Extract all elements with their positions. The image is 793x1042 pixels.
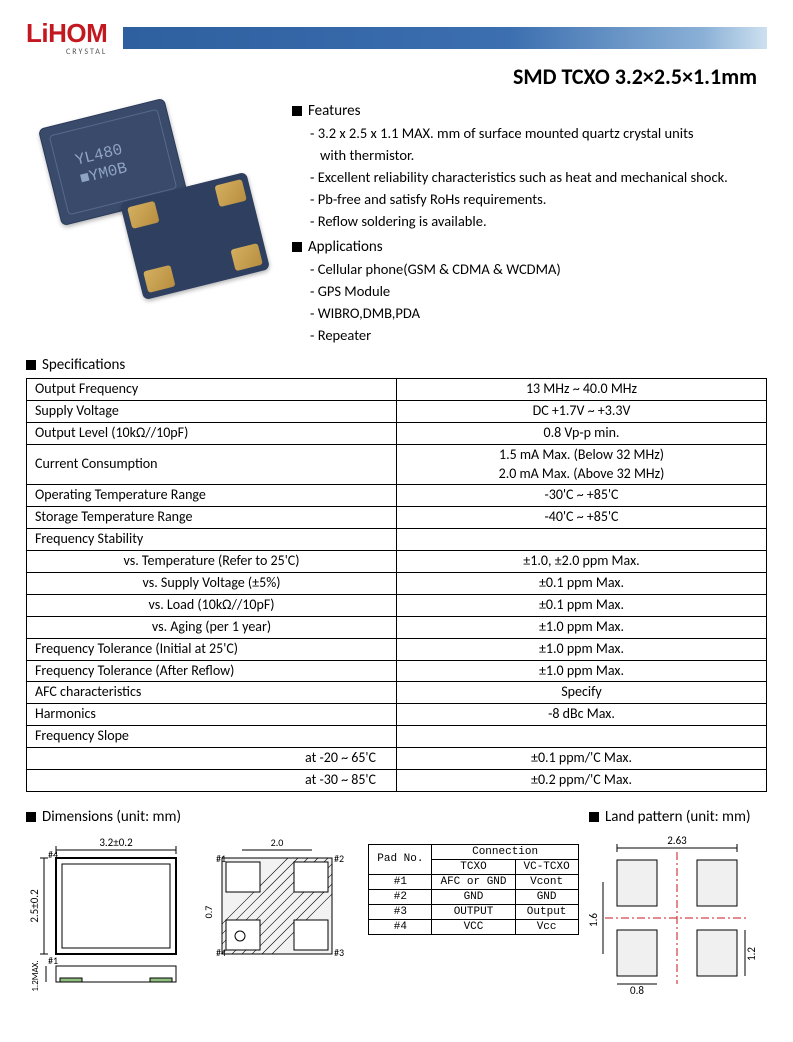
product-image: YL480 ■YM0B <box>26 100 286 352</box>
conn-cell: Output <box>515 904 578 919</box>
header: LiHOM CRYSTAL <box>26 18 767 57</box>
feature-item: - 3.2 x 2.5 x 1.1 MAX. mm of surface mou… <box>310 124 767 142</box>
spec-label: Operating Temperature Range <box>27 485 397 507</box>
landpattern-heading: Land pattern (unit: mm) <box>589 808 767 826</box>
spec-value: 1.5 mA Max. (Below 32 MHz)2.0 mA Max. (A… <box>397 444 767 485</box>
spec-label: Frequency Stability <box>27 529 397 551</box>
conn-cell: #3 <box>369 904 432 919</box>
specs-heading: Specifications <box>26 356 767 374</box>
app-item: - Repeater <box>310 326 767 344</box>
conn-cell: Vcont <box>515 874 578 889</box>
landpattern-drawing: 2.63 1.6 0.8 1.2 <box>587 830 767 1000</box>
conn-cell: GND <box>432 889 515 904</box>
svg-text:#4: #4 <box>48 848 58 861</box>
conn-cell: Vcc <box>515 919 578 934</box>
logo-subtext: CRYSTAL <box>66 47 107 57</box>
header-bar <box>123 27 767 49</box>
dimensions-drawing: 3.2±0.2 2.5±0.2 #4 #1 1.2MAX. <box>26 830 366 1000</box>
spec-label: Storage Temperature Range <box>27 507 397 529</box>
svg-text:#2: #2 <box>334 852 344 865</box>
spec-label: Frequency Slope <box>27 726 397 748</box>
conn-cell: #1 <box>369 874 432 889</box>
conn-header: VC-TCXO <box>515 859 578 874</box>
connection-table: Pad No.ConnectionTCXOVC-TCXO #1AFC or GND… <box>368 844 578 935</box>
spec-label: Supply Voltage <box>27 400 397 422</box>
svg-text:#3: #3 <box>334 946 344 959</box>
applications-list: - Cellular phone(GSM & CDMA & WCDMA) - G… <box>310 260 767 344</box>
svg-text:3.2±0.2: 3.2±0.2 <box>99 836 133 849</box>
spec-value: ±0.2 ppm/'C Max. <box>397 770 767 792</box>
spec-label: Frequency Tolerance (After Reflow) <box>27 660 397 682</box>
conn-cell: #4 <box>369 919 432 934</box>
dimensions-heading: Dimensions (unit: mm) <box>26 808 366 826</box>
feature-item: - Reflow soldering is available. <box>310 212 767 230</box>
conn-title: Connection <box>432 844 578 859</box>
app-item: - WIBRO,DMB,PDA <box>310 304 767 322</box>
spec-label: AFC characteristics <box>27 682 397 704</box>
chip-pad <box>127 201 159 229</box>
app-item: - GPS Module <box>310 282 767 300</box>
conn-cell: AFC or GND <box>432 874 515 889</box>
conn-cell: GND <box>515 889 578 904</box>
page-title: SMD TCXO 3.2×2.5×1.1mm <box>26 63 757 90</box>
conn-header: TCXO <box>432 859 515 874</box>
svg-text:2.63: 2.63 <box>667 834 687 847</box>
app-item: - Cellular phone(GSM & CDMA & WCDMA) <box>310 260 767 278</box>
spec-label: vs. Supply Voltage (±5%) <box>27 573 397 595</box>
spec-label: Output Level (10kΩ//10pF) <box>27 422 397 444</box>
spec-value: ±0.1 ppm Max. <box>397 594 767 616</box>
logo: LiHOM CRYSTAL <box>26 18 107 57</box>
spec-value: ±0.1 ppm Max. <box>397 573 767 595</box>
svg-text:1.2: 1.2 <box>745 947 758 961</box>
spec-value <box>397 529 767 551</box>
spec-value: ±1.0 ppm Max. <box>397 638 767 660</box>
svg-text:#1: #1 <box>216 852 226 865</box>
spec-label: at -30 ~ 85'C <box>27 770 397 792</box>
spec-value: -30'C ~ +85'C <box>397 485 767 507</box>
spec-value: ±1.0, ±2.0 ppm Max. <box>397 551 767 573</box>
svg-text:#4: #4 <box>216 946 226 959</box>
spec-value: 13 MHz ~ 40.0 MHz <box>397 379 767 401</box>
svg-text:2.5±0.2: 2.5±0.2 <box>28 889 41 923</box>
spec-value: ±1.0 ppm Max. <box>397 616 767 638</box>
svg-text:1.6: 1.6 <box>587 913 600 927</box>
conn-cell: VCC <box>432 919 515 934</box>
features-list: - 3.2 x 2.5 x 1.1 MAX. mm of surface mou… <box>310 124 767 230</box>
conn-cell: #2 <box>369 889 432 904</box>
feature-item: - Excellent reliability characteristics … <box>310 168 767 186</box>
spec-label: vs. Load (10kΩ//10pF) <box>27 594 397 616</box>
logo-text: LiHOM <box>26 18 107 49</box>
spec-value: -8 dBc Max. <box>397 704 767 726</box>
svg-text:2.0: 2.0 <box>271 836 284 849</box>
spec-label: Harmonics <box>27 704 397 726</box>
spec-value: ±0.1 ppm/'C Max. <box>397 748 767 770</box>
spec-label: vs. Temperature (Refer to 25'C) <box>27 551 397 573</box>
svg-text:1.2MAX.: 1.2MAX. <box>30 960 41 991</box>
spec-label: Output Frequency <box>27 379 397 401</box>
features-heading: Features <box>292 102 767 120</box>
spec-value <box>397 726 767 748</box>
conn-header: Pad No. <box>369 844 432 874</box>
spec-value: -40'C ~ +85'C <box>397 507 767 529</box>
spec-value: 0.8 Vp-p min. <box>397 422 767 444</box>
chip-pad <box>143 265 175 293</box>
chip-pad <box>230 243 262 271</box>
spec-label: Frequency Tolerance (Initial at 25'C) <box>27 638 397 660</box>
spec-value: Specify <box>397 682 767 704</box>
spec-label: at -20 ~ 65'C <box>27 748 397 770</box>
spec-label: Current Consumption <box>27 444 397 485</box>
specs-table: Output Frequency13 MHz ~ 40.0 MHzSupply … <box>26 378 767 792</box>
applications-heading: Applications <box>292 238 767 256</box>
chip-pad <box>214 179 246 207</box>
feature-item: - Pb-free and satisfy RoHs requirements. <box>310 190 767 208</box>
svg-text:#1: #1 <box>48 954 58 967</box>
svg-text:0.8: 0.8 <box>630 984 644 997</box>
svg-text:0.7: 0.7 <box>202 906 215 919</box>
conn-cell: OUTPUT <box>432 904 515 919</box>
spec-value: ±1.0 ppm Max. <box>397 660 767 682</box>
spec-value: DC +1.7V ~ +3.3V <box>397 400 767 422</box>
spec-label: vs. Aging (per 1 year) <box>27 616 397 638</box>
feature-item: with thermistor. <box>310 146 767 164</box>
